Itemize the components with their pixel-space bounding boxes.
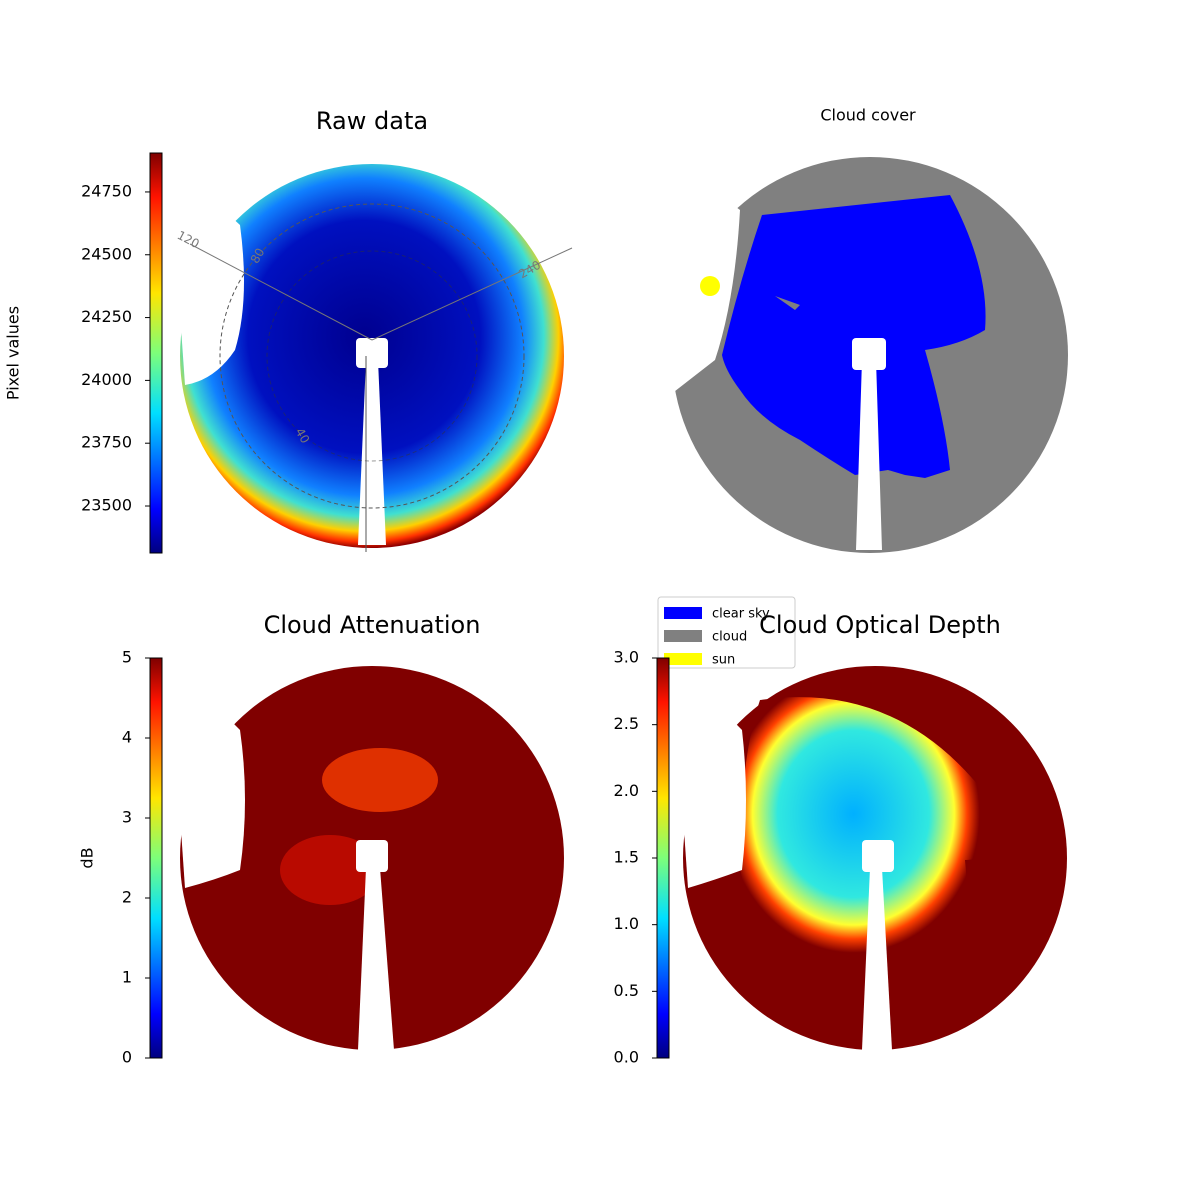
colorbar-label: Pixel values (4, 306, 23, 400)
y-tick-label: 24000 (81, 370, 132, 389)
y-tick-label: 4 (122, 728, 132, 747)
cloud-cover-image (660, 150, 1068, 553)
y-tick-label: 3 (122, 808, 132, 827)
colorbar (656, 657, 670, 1059)
legend-label: cloud (712, 630, 747, 645)
panel-title: Cloud Optical Depth (759, 611, 1001, 639)
y-tick-label: 5 (122, 648, 132, 667)
y-tick-label: 0.0 (614, 1048, 639, 1067)
y-tick-label: 24500 (81, 244, 132, 263)
colorbar (149, 657, 163, 1059)
legend-swatch (664, 630, 702, 642)
y-tick-label: 2.5 (614, 714, 639, 733)
y-tick-label: 0.5 (614, 981, 639, 1000)
y-tick-label: 1 (122, 968, 132, 987)
legend-label: sun (712, 653, 735, 668)
y-tick-label: 3.0 (614, 648, 639, 667)
y-tick-label: 23750 (81, 433, 132, 452)
legend-swatch (664, 607, 702, 619)
raw-image (170, 164, 573, 552)
y-tick-label: 24750 (81, 181, 132, 200)
y-tick-label: 2.0 (614, 781, 639, 800)
y-tick-label: 1.5 (614, 848, 639, 867)
legend-label: clear sky (712, 607, 770, 622)
y-tick-label: 1.0 (614, 914, 639, 933)
y-tick-label: 0 (122, 1048, 132, 1067)
y-tick-label: 23500 (81, 496, 132, 515)
polar-label: 40 (293, 426, 313, 446)
panel-title: Cloud cover (820, 106, 916, 125)
colorbar-label: dB (78, 847, 97, 868)
attenuation-image (170, 666, 564, 1050)
y-tick-label: 24250 (81, 307, 132, 326)
panel-title: Cloud Attenuation (264, 611, 481, 639)
y-tick-label: 2 (122, 888, 132, 907)
legend-swatch (664, 653, 702, 665)
polar-label: 80 (248, 246, 268, 266)
colorbar (149, 152, 163, 554)
optical-depth-image (673, 666, 1067, 1050)
panel-title: Raw data (316, 107, 428, 135)
